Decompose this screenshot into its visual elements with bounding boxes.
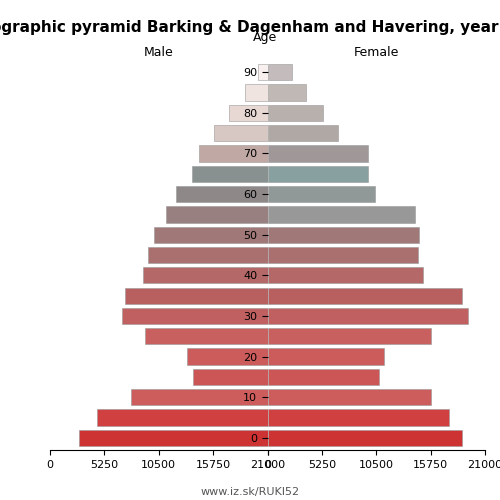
Bar: [268, 226, 418, 243]
Bar: [268, 104, 324, 121]
Bar: [143, 267, 268, 283]
Bar: [229, 104, 268, 121]
Bar: [268, 410, 449, 426]
Bar: [268, 369, 380, 385]
Bar: [268, 206, 414, 222]
Bar: [268, 125, 338, 142]
Bar: [214, 125, 268, 142]
Bar: [268, 308, 468, 324]
Bar: [268, 64, 292, 80]
Bar: [193, 369, 268, 385]
Bar: [146, 328, 268, 344]
Bar: [268, 166, 368, 182]
Bar: [268, 186, 375, 202]
Bar: [79, 430, 268, 446]
Bar: [131, 389, 268, 406]
Bar: [148, 247, 268, 263]
Bar: [268, 430, 462, 446]
Bar: [268, 328, 431, 344]
Bar: [268, 288, 462, 304]
Bar: [258, 64, 268, 80]
Text: Age: Age: [253, 32, 278, 44]
Bar: [244, 84, 268, 100]
Bar: [192, 166, 268, 182]
Bar: [268, 267, 423, 283]
Bar: [166, 206, 268, 222]
Text: www.iz.sk/RUKI52: www.iz.sk/RUKI52: [200, 487, 300, 497]
Text: demographic pyramid Barking & Dagenham and Havering, year 2019: demographic pyramid Barking & Dagenham a…: [0, 20, 500, 35]
Bar: [154, 226, 268, 243]
Title: Female: Female: [354, 46, 399, 59]
Bar: [199, 146, 268, 162]
Bar: [186, 348, 268, 364]
Bar: [268, 389, 431, 406]
Bar: [124, 288, 268, 304]
Bar: [268, 84, 306, 100]
Title: Male: Male: [144, 46, 174, 59]
Bar: [122, 308, 268, 324]
Bar: [96, 410, 268, 426]
Bar: [176, 186, 268, 202]
Bar: [268, 348, 384, 364]
Bar: [268, 146, 368, 162]
Bar: [268, 247, 418, 263]
